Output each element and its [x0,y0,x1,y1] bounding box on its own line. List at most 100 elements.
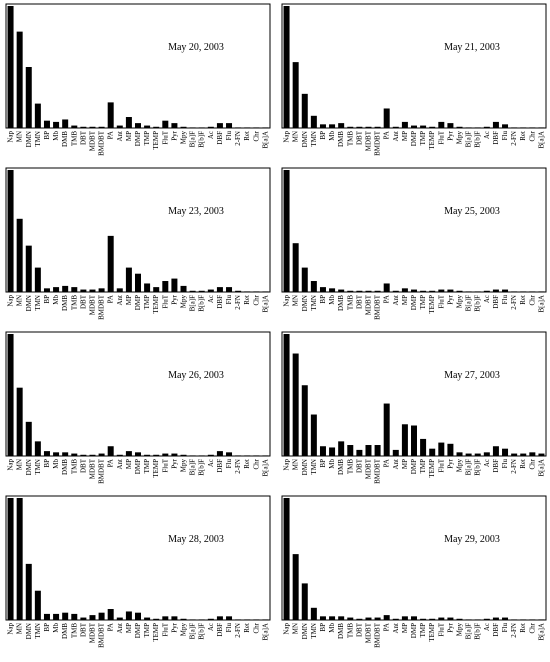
tick-label: Flu [501,295,509,305]
tick-label: B[a]F [189,623,197,639]
bar-dbf [216,451,223,456]
tick-label: MN [16,295,24,306]
tick-label: 2-FN [510,295,518,310]
bar-pa [383,108,390,128]
bar-pyr [171,616,178,620]
tick-label: MP [125,459,133,469]
bar-dmn [301,267,308,292]
tick-label: PA [383,295,391,303]
tick-label: FluT [437,458,445,472]
bar-dbf [492,121,499,128]
bar-tmp [144,125,151,128]
bar-temp [153,287,160,292]
tick-label: TMP [419,295,427,310]
tick-label: TMB [346,131,354,147]
tick-label: B[a]A [537,295,545,313]
chart-panel-4: May 25, 2003 Nap MN DMN TMN BP Mb DMB TMB DBT MDBT… [281,167,547,320]
tick-label: Nap [283,295,291,307]
tick-label: DMP [410,623,418,638]
tick-label: Ant [116,623,124,634]
tick-label: 2-FN [510,131,518,146]
bar-mp [125,267,132,292]
tick-label: Pyr [170,458,178,468]
tick-label: Pyr [446,622,454,632]
tick-label: Nap [7,623,15,635]
tick-label: DMN [25,295,33,311]
tick-label: TEMP [428,295,436,314]
tick-label: TEMP [152,459,160,478]
bar-b-a-a [538,619,545,620]
bar-ret [520,291,527,292]
bar-flut [162,120,169,128]
tick-label: BMDBT [98,130,106,156]
bar-dmb [62,285,69,292]
bar-flu [226,123,233,128]
bar-mdbt [89,615,96,620]
tick-label: MP [401,623,409,633]
tick-label: MN [292,623,300,634]
bar-tmp [144,283,151,292]
tick-label: Ac [207,623,215,631]
bar-b-a-a [538,453,545,456]
tick-label: B[b]F [474,295,482,312]
bar-mpy [180,285,187,292]
tick-label: B[a]F [465,623,473,639]
bar-nap [7,334,14,456]
tick-label: B[b]F [198,131,206,148]
bar-mb [53,287,60,292]
bar-pyr [171,278,178,292]
bar-tmp [420,618,427,620]
tick-label: Ant [116,131,124,142]
bar-b-b-f [474,127,481,128]
tick-label: Flu [501,459,509,469]
tick-label: Chr [252,458,260,469]
tick-label: B[a]A [537,623,545,641]
tick-label: Mb [52,295,60,305]
bar-mn [292,353,299,456]
tick-label: 2-FN [234,623,242,638]
tick-label: Ac [483,295,491,303]
tick-label: MN [16,131,24,142]
bar-ac [483,618,490,620]
tick-label: DMN [25,623,33,639]
plot-frame [281,495,547,621]
bar-flut [162,616,169,620]
bar-dmb [338,123,345,128]
bar-pa [383,615,390,620]
bar-ac [207,126,214,128]
chart-title: May 29, 2003 [444,534,500,545]
chart-panel-7: May 28, 2003 Nap MN DMN TMN BP Mb DMB TMB DBT MDBT… [5,495,271,648]
bar-2-fn [511,453,518,456]
tick-label: Ant [392,131,400,142]
tick-label: PA [383,623,391,631]
bar-tmb [71,125,78,128]
tick-label: Nap [7,131,15,143]
chart-title: May 23, 2003 [168,206,224,217]
bar-temp [429,290,436,292]
tick-label: Ac [483,623,491,631]
tick-label: MN [16,459,24,470]
bar-mb [53,121,60,128]
tick-label: MDBT [88,458,96,479]
tick-label: MN [16,623,24,634]
bar-temp [153,454,160,456]
bar-ac [483,126,490,128]
bar-mdbt [89,454,96,456]
bar-mdbt [365,290,372,292]
bar-tmb [347,445,354,456]
bar-dmn [25,245,32,292]
tick-label: MP [125,623,133,633]
tick-label: TMN [34,131,42,147]
bar-mp [401,288,408,292]
bar-flut [162,281,169,292]
tick-label: BMDBT [98,458,106,484]
bar-mdbt [89,289,96,292]
bar-pyr [171,123,178,128]
bar-bp [319,616,326,620]
bar-tmn [34,103,41,128]
bar-flu [226,287,233,292]
tick-label: DBF [492,459,500,473]
bar-mp [401,424,408,456]
bar-dmp [411,125,417,128]
